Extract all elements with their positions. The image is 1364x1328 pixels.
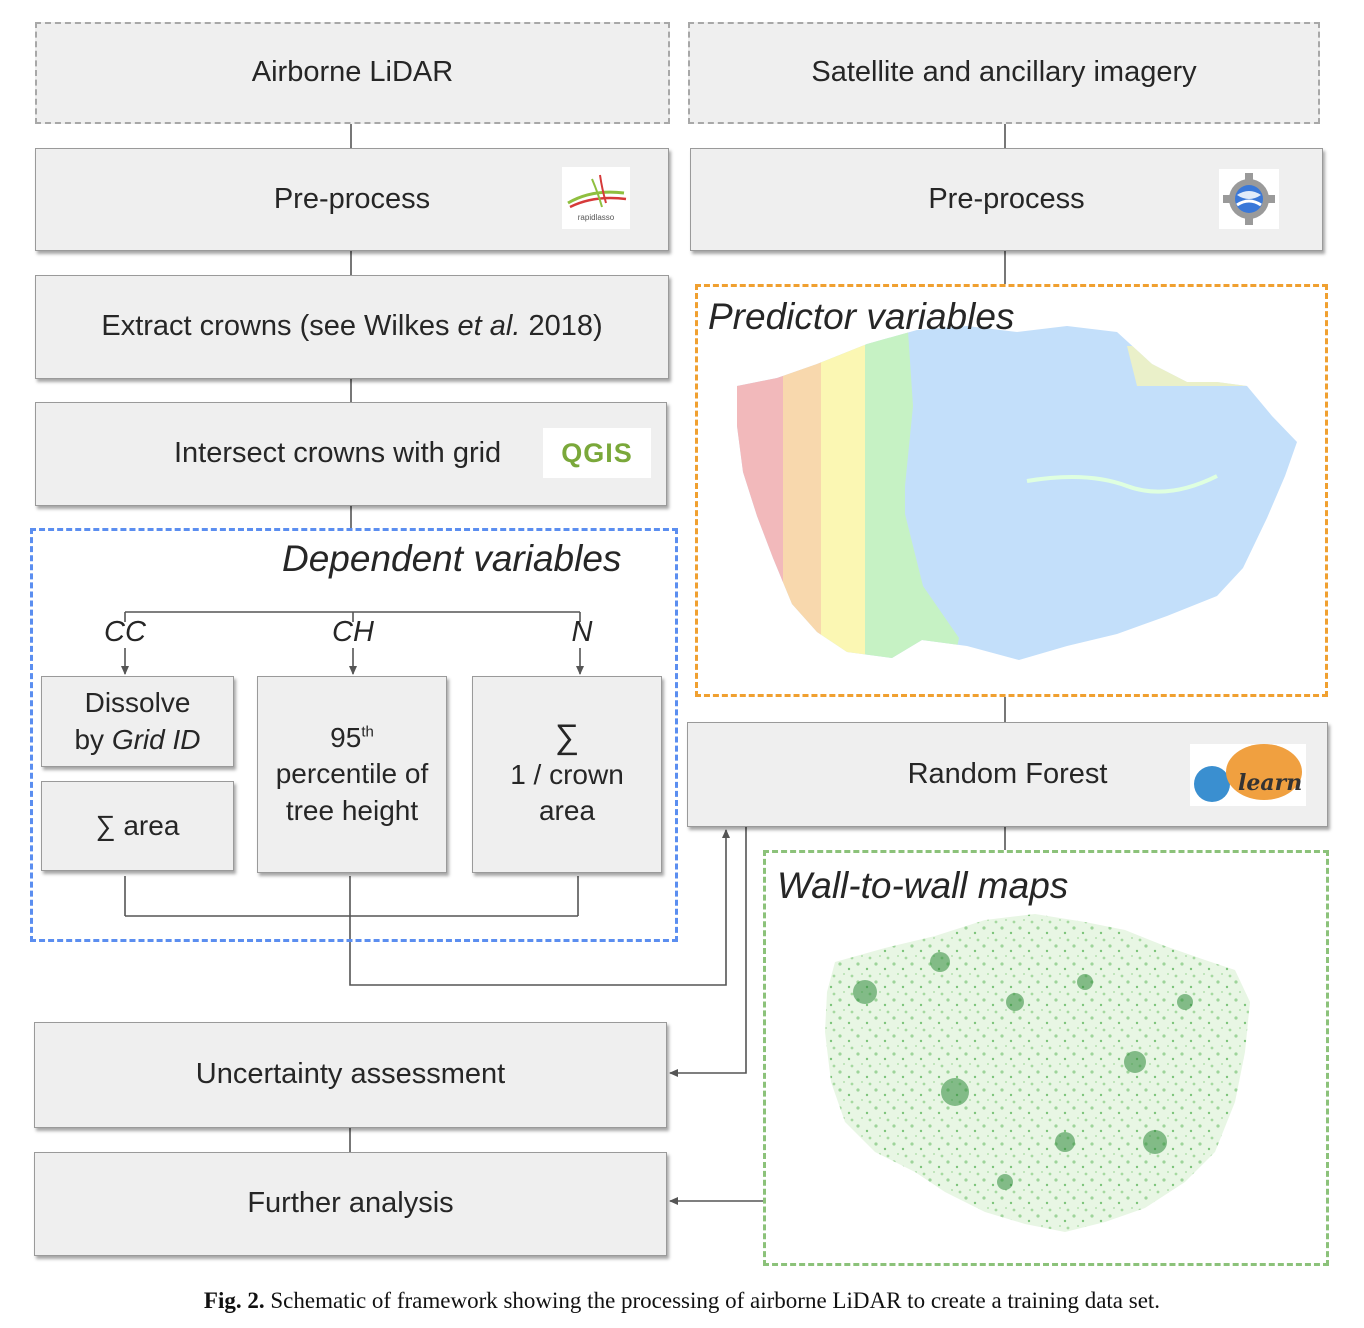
crown-density-box: ∑ 1 / crown area bbox=[472, 676, 662, 873]
sklearn-logo-text: learn bbox=[1238, 770, 1303, 796]
percentile-number: 95th bbox=[330, 720, 374, 756]
wall-to-wall-maps-group bbox=[763, 850, 1329, 1266]
sklearn-logo: learn bbox=[1190, 744, 1306, 806]
extract-crowns-year: 2018) bbox=[520, 310, 603, 343]
imagery-preprocess-label: Pre-process bbox=[928, 182, 1085, 215]
predictor-variables-title: Predictor variables bbox=[708, 296, 1015, 337]
sklearn-logo-graphic bbox=[1194, 744, 1302, 802]
extract-crowns-label: Extract crowns (see Wilkes et al. 2018) bbox=[101, 308, 602, 346]
dissolve-grid-id: Grid ID bbox=[111, 723, 201, 755]
airborne-lidar-box: Airborne LiDAR bbox=[35, 22, 670, 124]
sum-area-box: ∑ area bbox=[41, 781, 234, 871]
dissolve-box: Dissolve by Grid ID bbox=[41, 676, 234, 767]
extract-crowns-text: Extract crowns (see Wilkes bbox=[101, 310, 458, 343]
satellite-imagery-label: Satellite and ancillary imagery bbox=[811, 56, 1197, 89]
predictor-map bbox=[737, 326, 1297, 660]
further-analysis-label: Further analysis bbox=[247, 1187, 454, 1220]
caption-label: Fig. 2. bbox=[203, 1288, 265, 1313]
percentile-box: 95th percentile of tree height bbox=[257, 676, 447, 873]
rapidlasso-logo-text: rapidlasso bbox=[577, 213, 615, 222]
random-forest-label: Random Forest bbox=[907, 757, 1108, 790]
percentile-suffix: th bbox=[361, 723, 374, 741]
earth-engine-logo bbox=[1219, 169, 1279, 229]
wall-to-wall-maps-title: Wall-to-wall maps bbox=[777, 865, 1069, 906]
dependent-variables-group bbox=[30, 528, 678, 942]
connector-lines bbox=[121, 124, 1006, 1205]
lidar-preprocess-label: Pre-process bbox=[273, 182, 431, 215]
dependent-variables-title: Dependent variables bbox=[282, 538, 622, 579]
wall-to-wall-map bbox=[825, 914, 1250, 1232]
ch-label: CH bbox=[332, 616, 374, 648]
cc-label: CC bbox=[104, 616, 146, 648]
uncertainty-assessment-label: Uncertainty assessment bbox=[195, 1058, 506, 1091]
n-label: N bbox=[571, 616, 593, 648]
dissolve-line1: Dissolve bbox=[84, 687, 191, 719]
extract-crowns-etal: et al. bbox=[457, 310, 521, 343]
satellite-imagery-box: Satellite and ancillary imagery bbox=[688, 22, 1320, 124]
airborne-lidar-label: Airborne LiDAR bbox=[251, 56, 454, 89]
figure-caption: Fig. 2. Schematic of framework showing t… bbox=[0, 1288, 1364, 1314]
predictor-variables-group bbox=[695, 284, 1328, 697]
extract-crowns-box: Extract crowns (see Wilkes et al. 2018) bbox=[35, 275, 669, 379]
caption-text: Schematic of framework showing the proce… bbox=[264, 1288, 1161, 1313]
further-analysis-box: Further analysis bbox=[34, 1152, 667, 1256]
imagery-preprocess-box: Pre-process bbox=[690, 148, 1323, 251]
earth-engine-gear-icon bbox=[1223, 173, 1275, 225]
sum-area-label: ∑ area bbox=[95, 809, 180, 841]
intersect-crowns-label: Intersect crowns with grid bbox=[174, 437, 502, 470]
dissolve-by: by bbox=[74, 723, 112, 755]
dissolve-line2: by Grid ID bbox=[74, 722, 200, 758]
percentile-value: 95 bbox=[330, 721, 362, 753]
percentile-text: percentile of tree height bbox=[275, 758, 429, 826]
crown-sum-symbol: ∑ bbox=[554, 718, 580, 757]
qgis-logo-text: QGIS bbox=[561, 437, 633, 468]
rapidlasso-logo-graphic bbox=[567, 174, 627, 209]
uncertainty-assessment-box: Uncertainty assessment bbox=[34, 1022, 667, 1128]
crown-density-text: 1 / crown area bbox=[510, 758, 624, 827]
qgis-logo: QGIS bbox=[543, 428, 651, 478]
rapidlasso-logo: rapidlasso bbox=[562, 167, 630, 229]
